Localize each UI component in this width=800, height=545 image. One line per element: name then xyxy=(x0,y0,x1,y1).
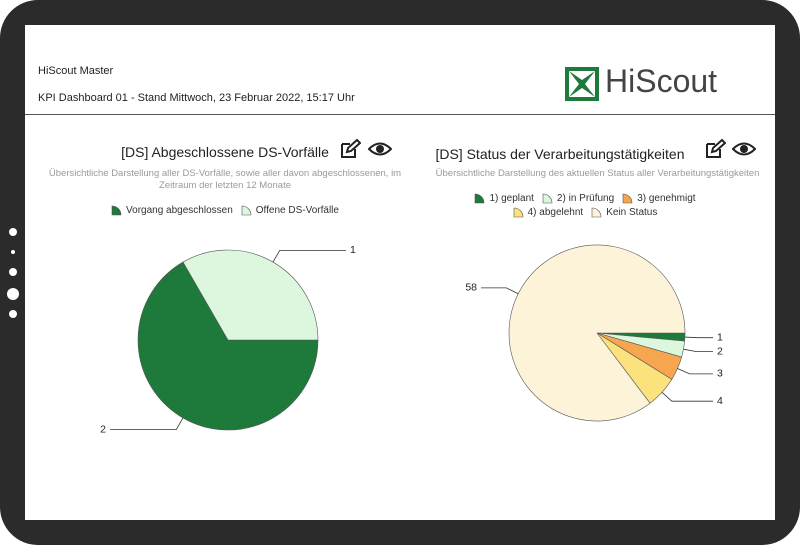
legend-swatch xyxy=(475,193,485,204)
callout-line xyxy=(677,368,713,375)
legend-label: 3) genehmigt xyxy=(637,193,696,204)
legend-swatch-shape xyxy=(513,207,523,218)
legend-label: Vorgang abgeschlossen xyxy=(126,205,233,216)
edit-icon[interactable] xyxy=(704,138,726,160)
legend-swatch-shape xyxy=(622,193,633,204)
legend-swatch xyxy=(542,193,553,204)
chart-subtitle: Übersichtliche Darstellung des aktuellen… xyxy=(435,168,760,179)
chart-subtitle: Übersichtliche Darstellung aller DS-Vorf… xyxy=(48,168,402,191)
edit-icon[interactable] xyxy=(339,138,361,160)
pie-slice xyxy=(182,249,319,341)
charts: 2 1 1 2 3 4 58 xyxy=(100,244,723,435)
app-name: HiScout Master xyxy=(38,65,114,77)
view-icon[interactable] xyxy=(732,138,756,160)
legend-item: Vorgang abgeschlossen xyxy=(111,205,233,216)
legend: Vorgang abgeschlossen Offene DS-Vorfälle xyxy=(40,205,410,216)
legend-label: 4) abgelehnt xyxy=(527,207,584,218)
header-rule xyxy=(25,114,775,115)
value-label: 1 xyxy=(350,244,356,256)
callout-line xyxy=(272,249,346,263)
legend: 1) geplant 2) in Prüfung 3) genehmigt 4) ab… xyxy=(465,193,705,218)
frame-dot xyxy=(11,250,15,254)
value-label: 58 xyxy=(465,282,477,294)
frame-dot xyxy=(9,268,17,276)
legend-item: 4) abgelehnt xyxy=(513,207,584,218)
legend-swatch xyxy=(591,207,602,218)
frame-dot xyxy=(9,310,17,318)
legend-swatch xyxy=(622,193,633,204)
logo-text: HiScout xyxy=(605,63,718,99)
legend-label: Kein Status xyxy=(606,207,658,218)
legend-swatch xyxy=(241,205,252,216)
logo-icon xyxy=(565,67,599,101)
value-label: 3 xyxy=(717,368,723,380)
callout-line xyxy=(110,417,184,431)
value-label: 2 xyxy=(100,423,106,435)
callout-line xyxy=(684,336,713,339)
screen: HiScout Master KPI Dashboard 01 - Stand … xyxy=(25,25,775,520)
dashboard-subtitle: KPI Dashboard 01 - Stand Mittwoch, 23 Fe… xyxy=(38,92,355,104)
legend-label: Offene DS-Vorfälle xyxy=(255,205,339,216)
view-icon[interactable] xyxy=(368,138,392,160)
legend-item: Offene DS-Vorfälle xyxy=(241,205,339,216)
pie-slice xyxy=(508,244,686,422)
legend-item: 3) genehmigt xyxy=(622,193,696,204)
legend-label: 2) in Prüfung xyxy=(556,193,615,204)
callout-line xyxy=(661,391,713,402)
legend-swatch-shape xyxy=(542,193,553,204)
value-label: 1 xyxy=(717,331,723,343)
chart-title: [DS] Abgeschlossene DS-Vorfälle xyxy=(121,144,329,160)
legend-item: 2) in Prüfung xyxy=(542,193,614,204)
legend-label: 1) geplant xyxy=(489,193,534,204)
callout-line xyxy=(683,348,713,352)
legend-swatch xyxy=(111,205,122,216)
legend-swatch-shape xyxy=(591,207,602,218)
legend-item: Kein Status xyxy=(591,207,657,218)
legend-swatch-shape xyxy=(475,193,485,204)
callout-line xyxy=(481,287,519,295)
legend-swatch xyxy=(513,207,523,218)
legend-swatch-shape xyxy=(111,205,122,216)
chart-title: [DS] Status der Verarbeitungstätigkeiten xyxy=(435,146,685,162)
frame-dot xyxy=(7,288,19,300)
legend-swatch-shape xyxy=(241,205,252,216)
legend-item: 1) geplant xyxy=(474,193,534,204)
frame-dot xyxy=(9,228,17,236)
value-label: 4 xyxy=(717,395,723,407)
value-label: 2 xyxy=(717,345,723,357)
